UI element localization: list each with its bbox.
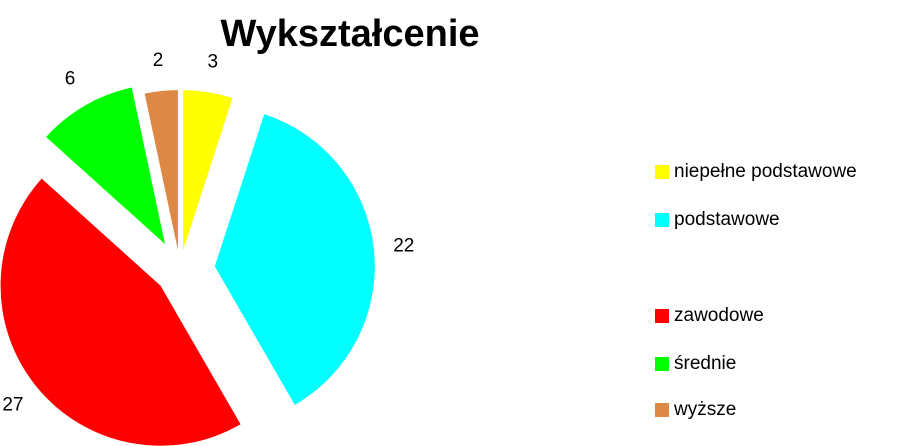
legend-label: podstawowe [674,209,780,230]
pie-slice [183,90,233,251]
pie-slice [0,178,241,446]
legend-label: średnie [674,353,736,374]
data-label: 6 [65,68,76,89]
pie-slice [46,87,165,245]
pie-slice [144,90,178,251]
data-label: 2 [153,50,164,71]
legend-swatch [655,213,669,227]
data-label: 3 [208,52,219,73]
legend-swatch [655,357,669,371]
legend-swatch [655,309,669,323]
pie-slice [214,114,375,405]
data-label: 22 [393,235,414,256]
legend-swatch [655,165,669,179]
legend-label: zawodowe [674,305,764,326]
chart-title: Wykształcenie [220,13,479,55]
data-label: 27 [2,394,23,415]
legend-label: wyższe [673,399,736,420]
legend-label: niepełne podstawowe [674,161,857,182]
legend-swatch [655,403,669,417]
